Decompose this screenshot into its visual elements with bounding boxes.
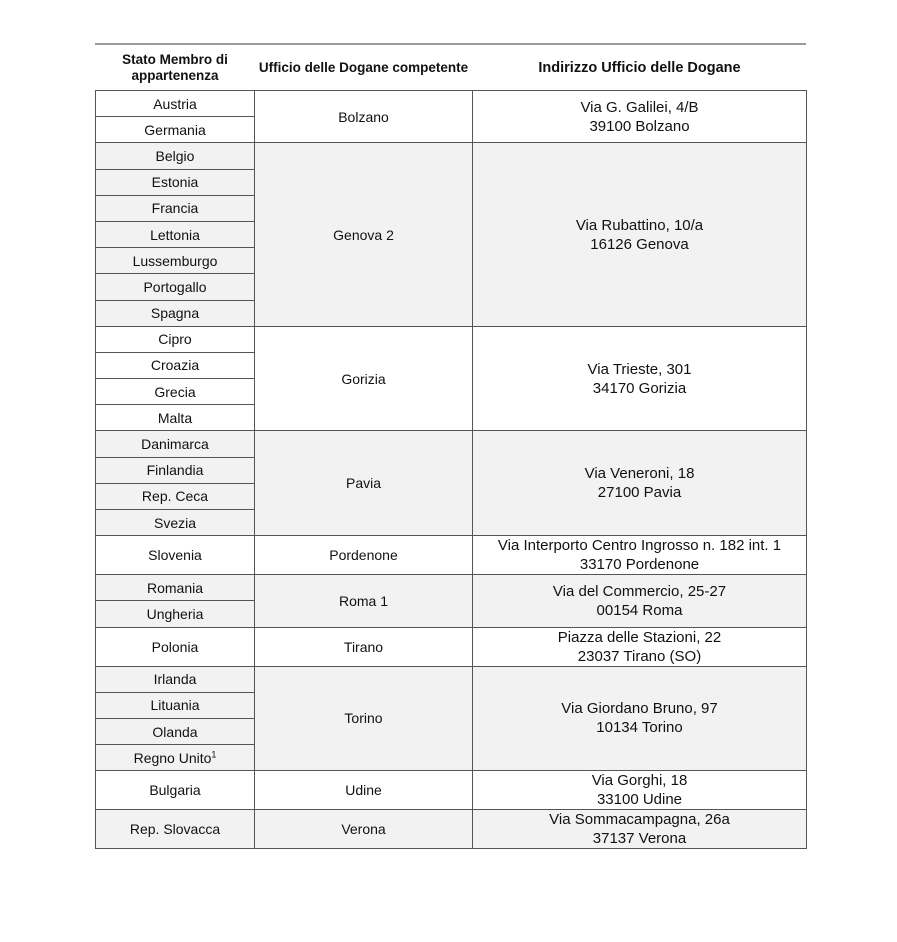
footnote-marker: 1 (211, 749, 217, 760)
table-row: Irlanda Torino Via Giordano Bruno, 97 10134… (95, 665, 807, 772)
office-address-cell: Via Interporto Centro Ingrosso n. 182 in… (472, 535, 807, 576)
address-street: Via Interporto Centro Ingrosso n. 182 in… (497, 537, 782, 555)
member-state-cell: Irlanda (95, 665, 255, 693)
member-state-cell: Rep. Slovacca (95, 809, 255, 850)
header-customs-office: Ufficio delle Dogane competente (258, 59, 469, 75)
address-city: 23037 Tirano (SO) (577, 647, 702, 665)
member-state-cell: Lituania (95, 691, 255, 719)
table-row: Romania Roma 1 Via del Commercio, 25-27 001… (95, 574, 807, 628)
table-row: Francia (95, 194, 807, 222)
member-state-cell: Malta (95, 404, 255, 432)
member-state-cell: Estonia (95, 168, 255, 196)
member-state-cell: Lettonia (95, 220, 255, 249)
office-address-cell: Via del Commercio, 25-27 00154 Roma (472, 574, 807, 628)
customs-office-cell: Roma 1 (254, 574, 473, 628)
member-state-cell: Ungheria (95, 600, 255, 628)
table-row: Portogallo (95, 273, 807, 301)
address-street: Via Rubattino, 10/a (575, 216, 704, 234)
customs-office-cell: Pordenone (254, 535, 473, 576)
table-row: Lettonia (95, 220, 807, 249)
address-city: 33100 Udine (596, 791, 683, 809)
office-address-cell: Via Veneroni, 18 27100 Pavia (472, 430, 807, 537)
table-row: Austria Bolzano Via G. Galilei, 4/B 39100 B… (95, 89, 807, 144)
member-state-cell: Belgio (95, 142, 255, 170)
office-address-cell: Via Sommacampagna, 26a 37137 Verona (472, 809, 807, 850)
table-row: Belgio Genova 2 Via Rubattino, 10/a 16126 G… (95, 142, 807, 327)
address-city: 39100 Bolzano (589, 117, 690, 135)
address-city: 37137 Verona (592, 830, 687, 848)
member-state-cell: Finlandia (95, 456, 255, 484)
address-street: Piazza delle Stazioni, 22 (557, 628, 722, 646)
address-street: Via Veneroni, 18 (584, 465, 695, 483)
customs-office-cell: Genova 2 (254, 142, 473, 327)
address-city: 00154 Roma (596, 601, 683, 619)
address-street: Via del Commercio, 25-27 (552, 582, 727, 600)
table-row: Danimarca Pavia Via Veneroni, 18 27100 Pavi… (95, 430, 807, 537)
member-state-cell: Lussemburgo (95, 247, 255, 275)
address-street: Via G. Galilei, 4/B (580, 98, 699, 116)
table-row: Lussemburgo (95, 247, 807, 275)
address-city: 34170 Gorizia (592, 379, 687, 397)
table-row: Spagna (95, 299, 807, 327)
address-city: 10134 Torino (596, 719, 683, 737)
customs-office-cell: Pavia (254, 430, 473, 537)
address-street: Via Trieste, 301 (587, 360, 692, 378)
address-city: 27100 Pavia (597, 484, 682, 502)
table-row: Cipro Gorizia Via Trieste, 301 34170 Gorizi… (95, 325, 807, 432)
customs-office-cell: Tirano (254, 626, 473, 667)
office-address-cell: Via Rubattino, 10/a 16126 Genova (472, 142, 807, 327)
address-street: Via Gorghi, 18 (591, 772, 688, 790)
office-address-cell: Via Gorghi, 18 33100 Udine (472, 770, 807, 811)
office-address-cell: Via G. Galilei, 4/B 39100 Bolzano (472, 89, 807, 144)
table-row: Germania (95, 116, 807, 144)
table-row: Grecia (95, 378, 807, 406)
customs-office-cell: Bolzano (254, 89, 473, 144)
member-state-cell: Danimarca (95, 430, 255, 458)
member-state-cell: Romania (95, 574, 255, 602)
member-state-cell: Austria (95, 89, 255, 118)
member-state-cell: Regno Unito1 (95, 744, 255, 772)
table-row: Ungheria (95, 600, 807, 628)
customs-offices-table-container: Stato Membro di appartenenza Ufficio del… (95, 43, 807, 850)
table-row: Regno Unito1 (95, 744, 807, 772)
office-address-cell: Via Trieste, 301 34170 Gorizia (472, 325, 807, 432)
member-state-cell: Croazia (95, 351, 255, 380)
office-address-cell: Via Giordano Bruno, 97 10134 Torino (472, 665, 807, 772)
member-state-cell: Slovenia (95, 535, 255, 576)
customs-office-cell: Torino (254, 665, 473, 772)
member-state-cell: Portogallo (95, 273, 255, 301)
member-state-cell: Bulgaria (95, 770, 255, 811)
table-row: Lituania (95, 691, 807, 719)
customs-office-cell: Udine (254, 770, 473, 811)
customs-office-cell: Gorizia (254, 325, 473, 432)
table-row: Svezia (95, 508, 807, 537)
member-state-cell: Francia (95, 194, 255, 222)
customs-office-cell: Verona (254, 809, 473, 850)
table-body: Austria Bolzano Via G. Galilei, 4/B 39100 B… (95, 89, 807, 850)
member-state-cell: Cipro (95, 325, 255, 353)
table-top-rule (95, 43, 806, 45)
address-street: Via Giordano Bruno, 97 (561, 700, 718, 718)
address-city: 16126 Genova (590, 235, 689, 253)
table-row: Olanda (95, 717, 807, 746)
customs-offices-table: Stato Membro di appartenenza Ufficio del… (95, 45, 807, 850)
address-city: 33170 Pordenone (579, 556, 700, 574)
member-state-cell: Polonia (95, 626, 255, 667)
table-row: Finlandia (95, 456, 807, 484)
member-state-cell: Germania (95, 116, 255, 144)
member-state-cell: Rep. Ceca (95, 482, 255, 511)
address-street: Via Sommacampagna, 26a (549, 811, 730, 829)
office-address-cell: Piazza delle Stazioni, 22 23037 Tirano (S… (472, 626, 807, 667)
table-row: Rep. Ceca (95, 482, 807, 511)
member-state-cell: Olanda (95, 717, 255, 746)
header-member-state: Stato Membro di appartenenza (122, 51, 228, 83)
member-state-cell: Svezia (95, 508, 255, 537)
member-state-cell: Spagna (95, 299, 255, 327)
header-office-address: Indirizzo Ufficio delle Dogane (538, 59, 741, 76)
member-state-cell: Grecia (95, 378, 255, 406)
table-header-row: Stato Membro di appartenenza Ufficio del… (96, 45, 807, 91)
